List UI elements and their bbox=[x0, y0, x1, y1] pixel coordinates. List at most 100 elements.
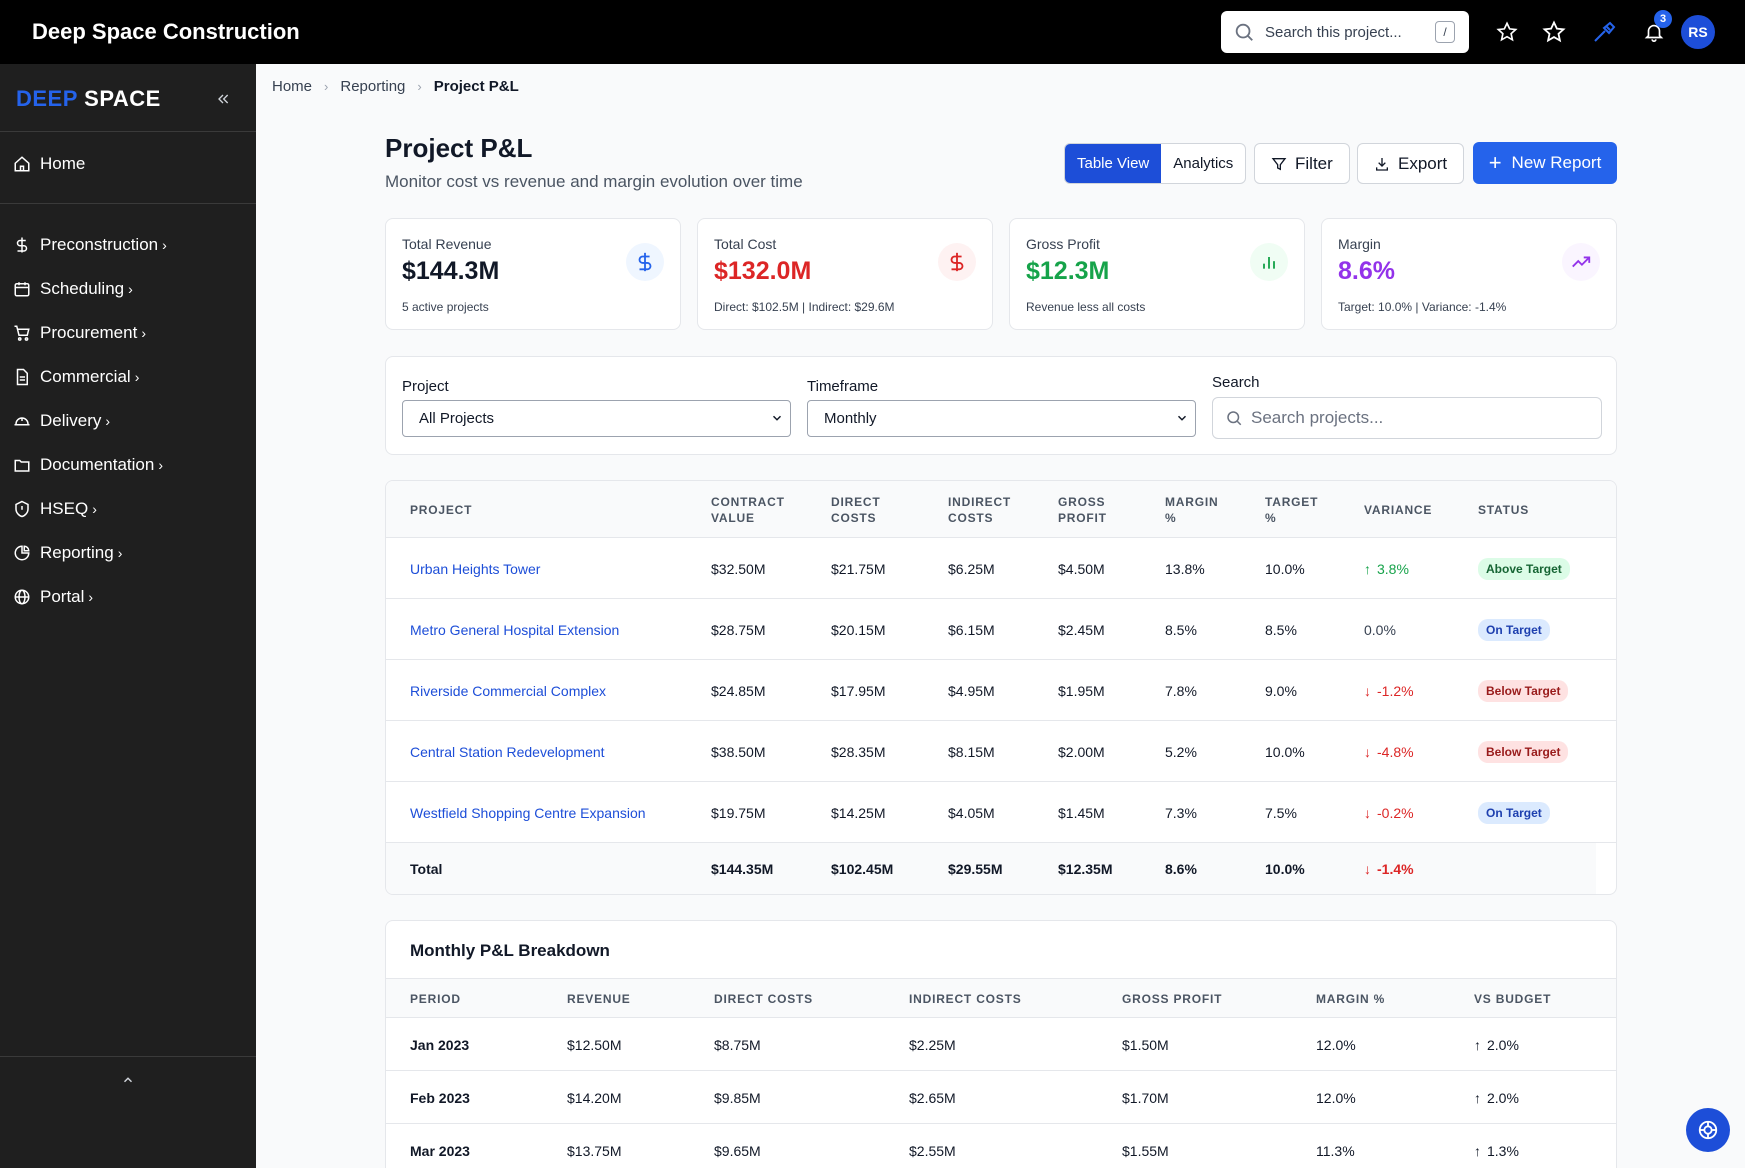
user-avatar[interactable]: RS bbox=[1681, 15, 1715, 49]
filter-button[interactable]: Filter bbox=[1254, 143, 1350, 184]
column-header[interactable]: DIRECT COSTS bbox=[831, 494, 881, 525]
column-header[interactable]: PERIOD bbox=[410, 992, 461, 1006]
app-title: Deep Space Construction bbox=[32, 19, 300, 44]
sidebar-item-label: Commercial bbox=[40, 367, 131, 386]
column-header[interactable]: INDIRECT COSTS bbox=[909, 992, 1022, 1006]
column-header[interactable]: CONTRACT VALUE bbox=[711, 494, 785, 525]
table-row[interactable]: Metro General Hospital Extension $28.75M… bbox=[386, 599, 1616, 660]
status-cell: On Target bbox=[1478, 599, 1550, 660]
document-icon bbox=[12, 367, 32, 387]
project-link[interactable]: Urban Heights Tower bbox=[410, 560, 541, 577]
variance-value: -0.2% bbox=[1377, 804, 1414, 821]
variance-value: -4.8% bbox=[1377, 743, 1414, 760]
project-link[interactable]: Riverside Commercial Complex bbox=[410, 682, 607, 699]
table-row[interactable]: Mar 2023 $13.75M $9.65M $2.55M $1.55M 11… bbox=[386, 1124, 1616, 1168]
favorites-button[interactable] bbox=[1493, 18, 1521, 46]
monthly-table-header: PERIOD REVENUE DIRECT COSTS INDIRECT COS… bbox=[386, 978, 1616, 1018]
margin-cell: 11.3% bbox=[1316, 1142, 1355, 1159]
direct-costs-cell: $28.35M bbox=[831, 743, 886, 760]
bookmark-button[interactable] bbox=[1540, 18, 1568, 46]
project-search[interactable] bbox=[1212, 397, 1602, 439]
contract-value-cell: $19.75M bbox=[711, 804, 766, 821]
notifications-button[interactable] bbox=[1640, 18, 1668, 46]
column-header[interactable]: GROSS PROFIT bbox=[1122, 992, 1223, 1006]
bar-chart-icon bbox=[1250, 243, 1288, 281]
column-header[interactable]: VS BUDGET bbox=[1474, 992, 1552, 1006]
sidebar-item-portal[interactable]: Portal › bbox=[12, 581, 93, 613]
column-header[interactable]: MARGIN % bbox=[1165, 494, 1219, 525]
sidebar-item-hseq[interactable]: HSEQ › bbox=[12, 493, 97, 525]
sidebar-item-reporting[interactable]: Reporting › bbox=[12, 537, 122, 569]
project-link[interactable]: Westfield Shopping Centre Expansion bbox=[410, 804, 646, 821]
filter-icon bbox=[1271, 157, 1287, 170]
table-row[interactable]: Jan 2023 $12.50M $8.75M $2.25M $1.50M 12… bbox=[386, 1018, 1616, 1071]
sidebar-item-delivery[interactable]: Delivery › bbox=[12, 405, 110, 437]
status-cell: Above Target bbox=[1478, 538, 1570, 599]
timeframe-select[interactable]: Monthly bbox=[807, 400, 1196, 437]
chevron-right-icon: › bbox=[92, 501, 97, 517]
sidebar-expand-up-button[interactable] bbox=[118, 1070, 138, 1090]
help-fab-button[interactable] bbox=[1686, 1108, 1730, 1152]
kpi-subtext: Direct: $102.5M | Indirect: $29.6M bbox=[714, 300, 895, 314]
column-header[interactable]: PROJECT bbox=[410, 502, 473, 517]
column-header[interactable]: DIRECT COSTS bbox=[714, 992, 813, 1006]
revenue-cell: $14.20M bbox=[567, 1089, 622, 1106]
column-header[interactable]: MARGIN % bbox=[1316, 992, 1386, 1006]
breadcrumb-home[interactable]: Home bbox=[272, 78, 313, 95]
contract-value-cell: $32.50M bbox=[711, 560, 766, 577]
column-header[interactable]: TARGET % bbox=[1265, 494, 1319, 525]
revenue-cell: $12.50M bbox=[567, 1036, 622, 1053]
chevron-right-icon: › bbox=[128, 281, 133, 297]
arrow-down-icon: ↓ bbox=[1364, 804, 1371, 821]
table-row[interactable]: Urban Heights Tower $32.50M $21.75M $6.2… bbox=[386, 538, 1616, 599]
sidebar-item-procurement[interactable]: Procurement › bbox=[12, 317, 146, 349]
plus-icon: + bbox=[1488, 150, 1502, 175]
breadcrumb-reporting[interactable]: Reporting bbox=[340, 78, 406, 95]
project-link[interactable]: Central Station Redevelopment bbox=[410, 743, 605, 760]
chevron-right-icon: › bbox=[117, 545, 123, 561]
sidebar-item-label: Reporting bbox=[40, 543, 114, 562]
gross-profit-cell: $1.70M bbox=[1122, 1089, 1169, 1106]
analytics-view-button[interactable]: Analytics bbox=[1173, 155, 1234, 172]
chevron-down-icon bbox=[772, 415, 782, 421]
status-badge: Below Target bbox=[1478, 740, 1569, 763]
sidebar-item-preconstruction[interactable]: Preconstruction › bbox=[12, 229, 167, 261]
column-header[interactable]: REVENUE bbox=[567, 992, 631, 1006]
arrow-up-icon: ↑ bbox=[1474, 1142, 1481, 1159]
status-cell: Below Target bbox=[1478, 721, 1569, 782]
filter-button-label: Filter bbox=[1295, 153, 1333, 173]
new-report-button[interactable]: + New Report bbox=[1473, 142, 1617, 184]
table-view-button[interactable]: Table View bbox=[1065, 144, 1162, 183]
chevron-right-icon: › bbox=[162, 237, 167, 253]
table-row[interactable]: Feb 2023 $14.20M $9.85M $2.65M $1.70M 12… bbox=[386, 1071, 1616, 1124]
view-toggle: Table View Analytics bbox=[1064, 143, 1247, 184]
column-header[interactable]: GROSS PROFIT bbox=[1058, 494, 1107, 525]
page-title: Project P&L bbox=[385, 133, 533, 163]
project-select[interactable]: All Projects bbox=[402, 400, 791, 437]
total-direct-costs: $102.45M bbox=[831, 861, 894, 877]
sidebar-item-commercial[interactable]: Commercial › bbox=[12, 361, 139, 393]
margin-cell: 7.8% bbox=[1165, 682, 1197, 699]
table-row[interactable]: Riverside Commercial Complex $24.85M $17… bbox=[386, 660, 1616, 721]
export-button[interactable]: Export bbox=[1357, 143, 1465, 184]
column-header[interactable]: VARIANCE bbox=[1364, 502, 1433, 517]
sidebar-item-scheduling[interactable]: Scheduling › bbox=[12, 273, 133, 305]
table-row[interactable]: Westfield Shopping Centre Expansion $19.… bbox=[386, 782, 1616, 843]
column-header[interactable]: INDIRECT COSTS bbox=[948, 494, 1012, 525]
sidebar-item-documentation[interactable]: Documentation › bbox=[12, 449, 163, 481]
column-header[interactable]: STATUS bbox=[1478, 502, 1530, 517]
project-search-input[interactable] bbox=[1251, 408, 1571, 428]
table-row[interactable]: Central Station Redevelopment $38.50M $2… bbox=[386, 721, 1616, 782]
project-link[interactable]: Metro General Hospital Extension bbox=[410, 621, 620, 638]
total-margin: 8.6% bbox=[1165, 861, 1197, 877]
project-select-value: All Projects bbox=[419, 410, 495, 427]
new-report-label: New Report bbox=[1511, 153, 1602, 172]
project-filter-label: Project bbox=[402, 378, 449, 395]
global-search[interactable]: Search this project... / bbox=[1221, 11, 1469, 53]
direct-costs-cell: $9.85M bbox=[714, 1089, 761, 1106]
chevron-right-icon: › bbox=[417, 79, 422, 94]
collapse-sidebar-button[interactable] bbox=[212, 88, 234, 110]
revenue-cell: $13.75M bbox=[567, 1142, 622, 1159]
tools-button[interactable] bbox=[1590, 18, 1618, 46]
sidebar-item-home[interactable]: Home bbox=[12, 148, 85, 180]
